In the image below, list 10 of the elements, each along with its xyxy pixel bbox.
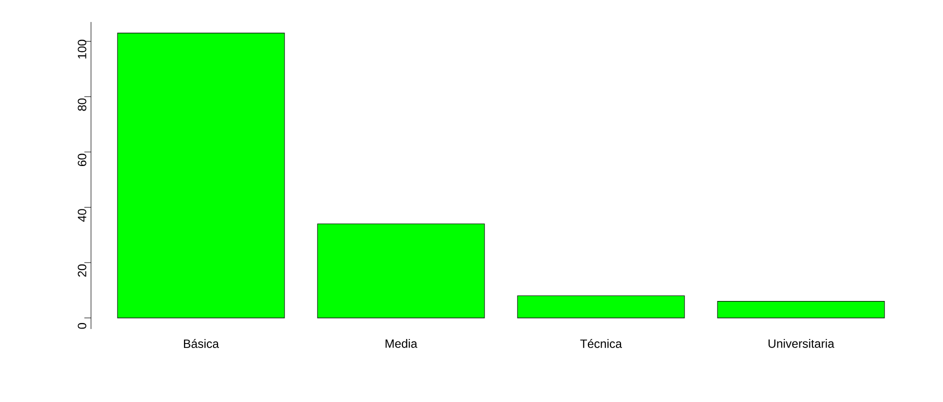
y-tick-label: 80 [78,98,86,111]
x-tick-label: Básica [184,339,220,348]
y-tick-label: 100 [78,40,86,58]
y-tick-label: 20 [78,264,86,277]
x-tick-label: Técnica [580,339,622,348]
x-tick-label: Universitaria [768,339,834,348]
y-tick-label: 40 [78,209,86,222]
x-tick-label: Media [386,339,418,348]
y-tick-label: 0 [78,323,86,329]
y-tick-label: 60 [78,154,86,166]
